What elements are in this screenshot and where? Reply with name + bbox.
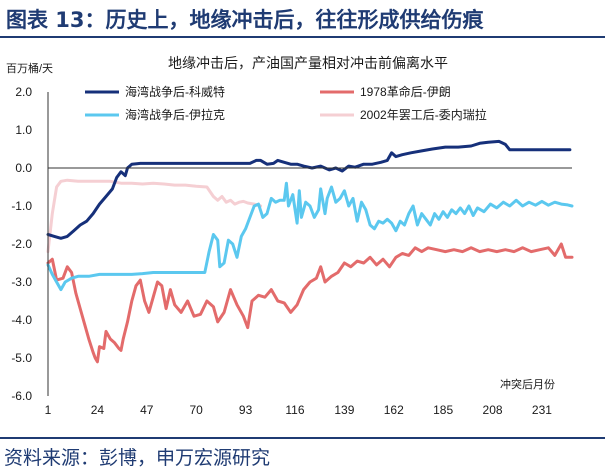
line-chart: 地缘冲击后，产油国产量相对冲击前偏离水平 百万桶/天 冲突后月份 2.0 1.0 0… [6, 55, 574, 417]
y-tick-label: -5.0 [11, 351, 32, 365]
source-note: 资料来源：彭博，申万宏源研究 [4, 447, 271, 469]
x-tick-label: 70 [190, 403, 204, 417]
x-tick-label: 185 [433, 403, 453, 417]
x-tick-label: 162 [384, 403, 404, 417]
x-tick-label: 208 [483, 403, 503, 417]
y-tick-label: 0.0 [15, 161, 32, 175]
y-tick-label: -6.0 [11, 389, 32, 403]
legend-entry: 海湾战争后-科威特 [125, 84, 225, 99]
legend-entry: 1978革命后-伊朗 [360, 84, 451, 99]
x-tick-label: 47 [140, 403, 154, 417]
footer-divider [0, 437, 605, 439]
series-line [46, 181, 574, 292]
y-tick-label: -3.0 [11, 275, 32, 289]
figure-title: 图表 13：历史上，地缘冲击后，往往形成供给伤痕 [6, 8, 484, 32]
y-tick-label: -1.0 [11, 199, 32, 213]
y-tick-label: 2.0 [15, 85, 32, 99]
y-tick-label: -2.0 [11, 237, 32, 251]
y-tick-label: -4.0 [11, 313, 32, 327]
legend-entry: 2002年罢工后-委内瑞拉 [360, 107, 487, 122]
series-line [46, 139, 572, 240]
x-tick-label: 231 [532, 403, 552, 417]
y-tick-label: 1.0 [15, 123, 32, 137]
y-axis-label: 百万桶/天 [6, 61, 53, 75]
series-line [46, 178, 263, 254]
x-tick-label: 93 [239, 403, 253, 417]
x-axis-label: 冲突后月份 [500, 377, 555, 391]
axis-ticks: 2.0 1.0 0.0 -1.0 -2.0 -3.0 -4.0 -5.0 -6.0 1 24 47 70… [11, 85, 552, 417]
chart-title: 地缘冲击后，产油国产量相对冲击前偏离水平 [168, 55, 448, 71]
series-line [46, 242, 574, 364]
x-tick-label: 139 [334, 403, 354, 417]
header-divider [0, 36, 605, 38]
legend-entry: 海湾战争后-伊拉克 [125, 107, 225, 122]
x-tick-label: 24 [91, 403, 105, 417]
x-tick-label: 1 [45, 403, 52, 417]
series-lines [46, 139, 574, 364]
report-header: 图表 13：历史上，地缘冲击后，往往形成供给伤痕 [0, 0, 605, 36]
x-tick-label: 116 [285, 403, 304, 417]
